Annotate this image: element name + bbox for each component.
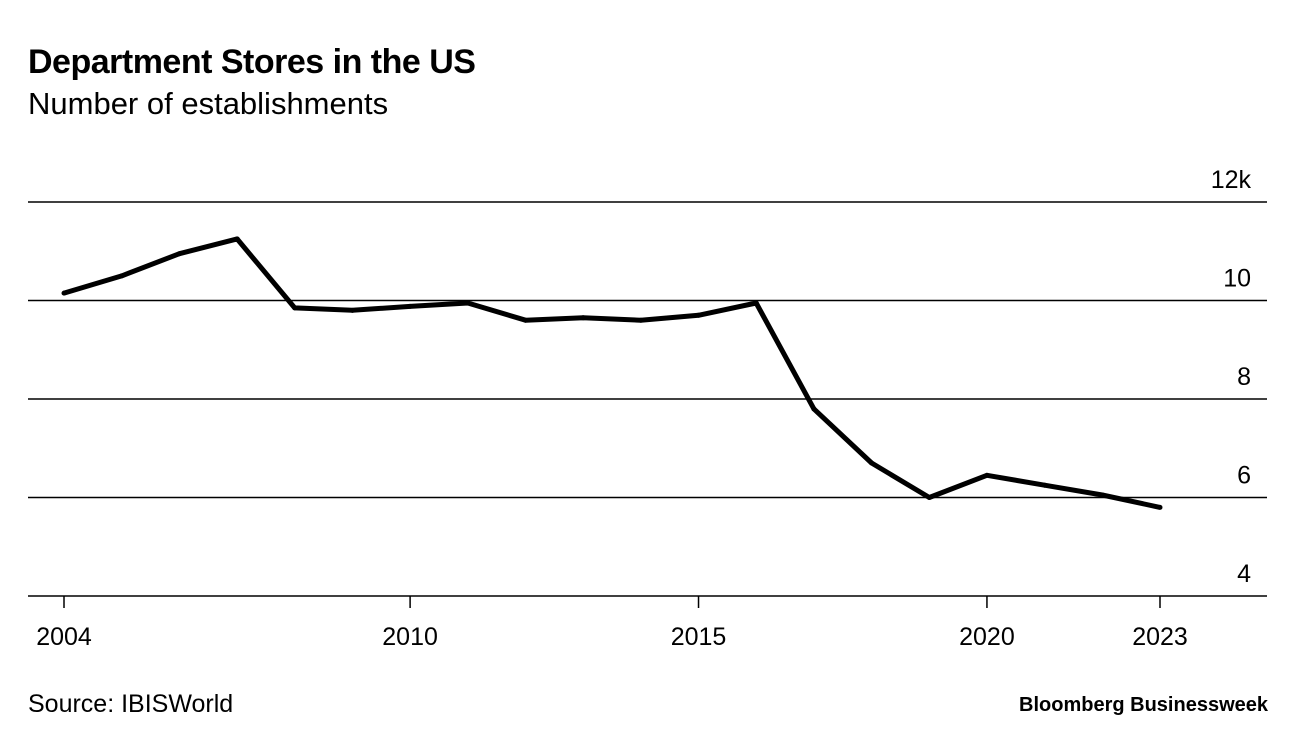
data-point: [292, 305, 298, 311]
x-tick-label: 2020: [959, 623, 1015, 651]
series-line: [63, 236, 1161, 510]
data-point: [926, 495, 932, 500]
y-tick-label: 10: [1223, 265, 1251, 293]
y-tick-label: 8: [1237, 363, 1251, 391]
y-axis-labels: 4 6 8 10 12k: [1211, 166, 1252, 588]
data-point: [811, 406, 817, 412]
data-point: [407, 303, 413, 309]
data-point: [753, 300, 759, 306]
chart-subtitle: Number of establishments: [28, 86, 389, 121]
y-tick-label: 4: [1237, 560, 1251, 588]
data-point: [638, 317, 644, 323]
grid-layer: [28, 201, 1267, 597]
data-point: [234, 236, 240, 242]
x-tick-label: 2015: [671, 623, 727, 651]
x-tick-label: 2004: [36, 623, 92, 651]
x-tick-label: 2023: [1132, 623, 1188, 651]
series-layer: [61, 236, 1163, 510]
data-point: [1042, 482, 1048, 488]
data-point: [465, 300, 471, 306]
data-point: [984, 472, 990, 478]
source-note: Source: IBISWorld: [28, 690, 234, 718]
y-tick-label: 12k: [1211, 166, 1252, 194]
data-point: [61, 290, 67, 296]
chart-title: Department Stores in the US: [28, 43, 476, 81]
x-axis: 2004 2010 2015 2020 2023: [36, 596, 1188, 651]
data-point: [696, 312, 702, 318]
data-point: [1099, 492, 1105, 498]
data-point: [580, 315, 586, 321]
data-point: [176, 251, 182, 257]
data-point: [869, 460, 875, 466]
data-point: [1157, 504, 1163, 510]
brand-logo-text: Bloomberg Businessweek: [1019, 694, 1268, 716]
y-tick-label: 6: [1237, 462, 1251, 490]
data-point: [119, 273, 125, 279]
data-point: [349, 307, 355, 313]
data-point: [522, 317, 528, 323]
x-tick-label: 2010: [382, 623, 438, 651]
